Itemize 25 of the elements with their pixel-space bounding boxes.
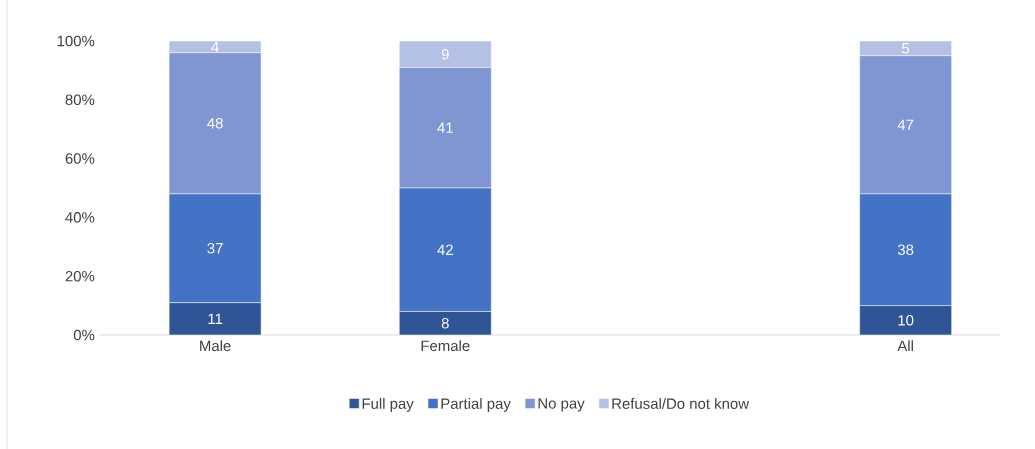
- data-label: 8: [441, 317, 449, 329]
- data-label: 11: [208, 313, 223, 324]
- legend-label: Full pay: [362, 397, 414, 412]
- data-label: 10: [898, 314, 914, 326]
- data-label: 38: [897, 244, 914, 256]
- y-tick-label: 20%: [65, 270, 95, 282]
- y-tick-label: 80%: [65, 94, 95, 106]
- x-tick-label: All: [897, 340, 913, 351]
- y-tick-label: 60%: [65, 153, 95, 164]
- y-tick-label: 0%: [73, 329, 95, 341]
- legend-label: Refusal/Do not know: [612, 397, 750, 409]
- data-label: 47: [897, 119, 914, 130]
- legend-label: Partial pay: [441, 397, 511, 412]
- data-label: 5: [902, 43, 910, 54]
- x-tick-label: Male: [200, 340, 231, 352]
- legend-label: No pay: [538, 398, 585, 412]
- data-label: 4: [211, 41, 219, 53]
- data-label: 41: [437, 122, 453, 133]
- data-label: 9: [441, 48, 449, 60]
- y-tick-label: 40%: [65, 212, 95, 223]
- x-tick-label: Female: [421, 340, 470, 352]
- data-label: 37: [207, 242, 223, 254]
- y-tick-label: 100%: [57, 35, 95, 47]
- data-label: 42: [437, 244, 453, 255]
- data-label: 48: [207, 118, 223, 129]
